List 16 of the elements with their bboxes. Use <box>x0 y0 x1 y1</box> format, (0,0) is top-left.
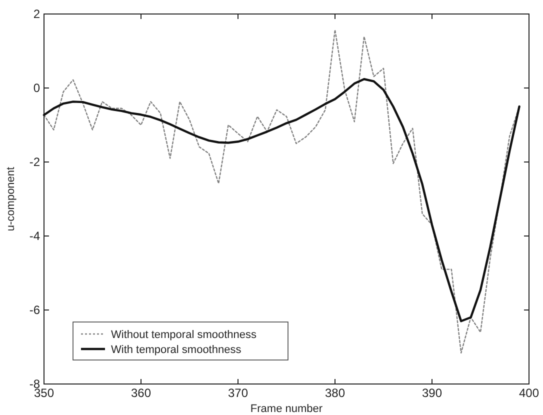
x-tick-label: 390 <box>422 386 442 400</box>
x-tick-label: 380 <box>324 386 346 400</box>
y-axis-title: u-component <box>5 166 17 232</box>
y-tick-label: 0 <box>33 81 40 95</box>
x-axis-title: Frame number <box>250 403 323 415</box>
line-series <box>43 29 520 354</box>
y-tick-label: -4 <box>29 229 40 243</box>
y-tick-label: 2 <box>33 7 40 21</box>
x-tick-label: 360 <box>130 386 152 400</box>
line-series <box>42 78 520 322</box>
y-tick-label: -6 <box>29 303 40 317</box>
y-tick-label: -2 <box>29 155 40 169</box>
legend-label: Without temporal smoothness <box>111 329 258 341</box>
x-tick-label: 400 <box>518 386 540 400</box>
x-tick-label: 370 <box>228 386 248 400</box>
legend-label: With temporal smoothness <box>111 344 242 356</box>
